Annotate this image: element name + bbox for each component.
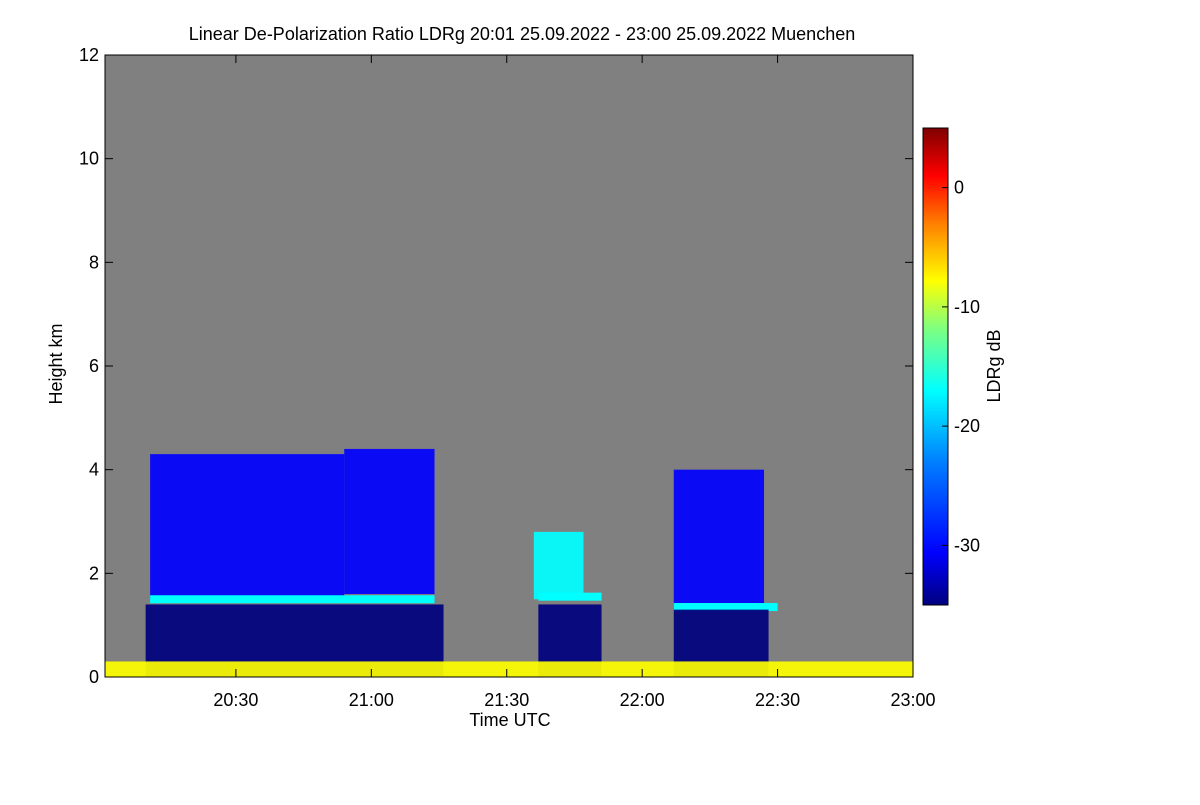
x-tick-label: 20:30: [213, 690, 258, 710]
near-surface-clutter: [105, 661, 913, 677]
melting-layer-2: [538, 592, 602, 601]
colorbar-label: LDRg dB: [984, 329, 1004, 402]
cloud-patch-mid: [533, 531, 584, 600]
y-tick-label: 12: [79, 45, 99, 65]
y-axis-label: Height km: [46, 323, 66, 404]
x-tick-label: 21:30: [484, 690, 529, 710]
x-tick-label: 21:00: [349, 690, 394, 710]
colorbar-tick-label: 0: [954, 178, 964, 198]
colorbar: [922, 127, 949, 606]
colorbar-tick-label: -30: [954, 535, 980, 555]
y-tick-label: 0: [89, 667, 99, 687]
colorbar-axis: 0 -10 -20 -30: [942, 178, 980, 555]
y-tick-label: 10: [79, 149, 99, 169]
y-tick-label: 8: [89, 252, 99, 272]
melting-layer-3: [673, 603, 778, 612]
melting-layer-1: [150, 595, 435, 604]
cloud-mass-2: [344, 448, 435, 595]
colorbar-tick-label: -20: [954, 416, 980, 436]
x-tick-label: 23:00: [890, 690, 935, 710]
chart-title: Linear De-Polarization Ratio LDRg 20:01 …: [189, 24, 855, 44]
y-tick-label: 6: [89, 356, 99, 376]
x-tick-label: 22:00: [620, 690, 665, 710]
x-axis: 20:30 21:00 21:30 22:00 22:30 23:00: [213, 55, 936, 710]
y-tick-label: 4: [89, 460, 99, 480]
data-layer: [105, 448, 913, 677]
y-axis: 0 2 4 6 8 10 12: [79, 45, 913, 687]
x-tick-label: 22:30: [755, 690, 800, 710]
cloud-mass-1: [150, 454, 345, 600]
x-axis-label: Time UTC: [469, 710, 550, 730]
y-tick-label: 2: [89, 563, 99, 583]
colorbar-tick-label: -10: [954, 297, 980, 317]
cloud-mass-3: [673, 469, 765, 610]
